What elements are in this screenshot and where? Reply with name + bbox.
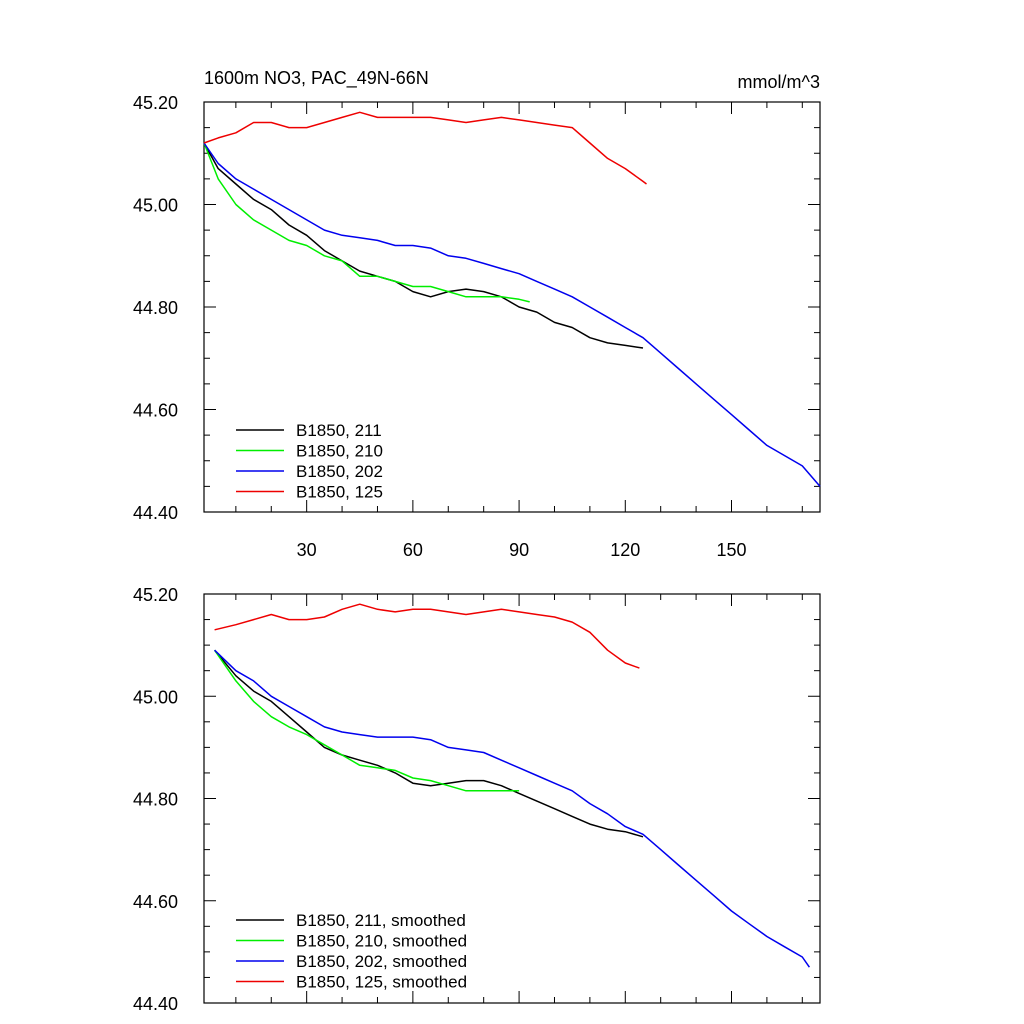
x-tick-label: 90 bbox=[509, 540, 529, 560]
legend-label: B1850, 211, smoothed bbox=[296, 911, 466, 930]
legend-label: B1850, 210 bbox=[296, 442, 383, 461]
series-line bbox=[213, 649, 520, 792]
x-tick-label: 150 bbox=[716, 540, 746, 560]
bottom-panel: 45.20 45.00 44.80 44.60 44.40 B1850, 211, smo… bbox=[133, 585, 821, 1014]
y-tick-label: 44.80 bbox=[133, 790, 178, 810]
top-panel: 45.20 45.00 44.80 44.60 44.40 30 60 90 120 150 B18… bbox=[133, 93, 821, 560]
legend-label: B1850, 211 bbox=[296, 421, 382, 440]
series-line bbox=[203, 142, 821, 487]
y-tick-label: 45.20 bbox=[133, 93, 178, 113]
x-tick-label: 30 bbox=[297, 540, 317, 560]
y-tick-label: 44.60 bbox=[133, 892, 178, 912]
y-tick-label: 45.00 bbox=[133, 687, 178, 707]
legend-label: B1850, 202, smoothed bbox=[296, 952, 467, 971]
x-tick-label: 60 bbox=[403, 540, 423, 560]
y-tick-label: 44.80 bbox=[133, 298, 178, 318]
chart-title: 1600m NO3, PAC_49N-66N bbox=[204, 68, 429, 89]
series-line bbox=[214, 603, 640, 669]
series-line bbox=[203, 142, 644, 349]
y-tick-label: 44.40 bbox=[133, 503, 178, 523]
y-tick-label: 44.40 bbox=[133, 994, 178, 1014]
legend-label: B1850, 125 bbox=[296, 483, 383, 502]
series-line bbox=[203, 142, 530, 303]
y-tick-label: 45.00 bbox=[133, 196, 178, 216]
series-line bbox=[203, 111, 647, 185]
y-tick-label: 44.60 bbox=[133, 401, 178, 421]
y-tick-label: 45.20 bbox=[133, 585, 178, 605]
legend-label: B1850, 125, smoothed bbox=[296, 973, 467, 992]
series-line bbox=[214, 649, 811, 968]
series-line bbox=[214, 649, 644, 838]
units-label: mmol/m^3 bbox=[738, 72, 820, 92]
legend-label: B1850, 210, smoothed bbox=[296, 932, 467, 951]
legend-label: B1850, 202 bbox=[296, 462, 383, 481]
x-tick-label: 120 bbox=[610, 540, 640, 560]
